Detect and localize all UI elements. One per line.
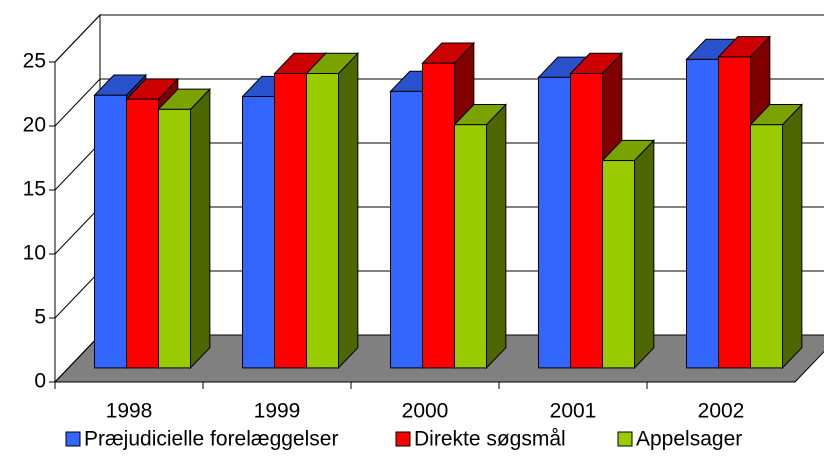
grid-line xyxy=(54,14,824,63)
bar-front xyxy=(242,96,275,369)
bar-side xyxy=(190,87,211,370)
legend-swatch xyxy=(395,431,411,447)
bar-front xyxy=(538,76,571,369)
bar-front xyxy=(570,73,603,369)
y-tick-label: 15 xyxy=(23,178,46,201)
bar-side xyxy=(634,139,655,370)
bar xyxy=(601,139,656,370)
y-tick-label: 10 xyxy=(23,242,46,265)
bar-front xyxy=(602,160,635,369)
bar xyxy=(749,103,804,370)
bar-front xyxy=(306,73,339,369)
y-tick-label: 5 xyxy=(34,306,46,329)
y-tick-label: 25 xyxy=(23,50,46,73)
bar-front xyxy=(390,90,423,369)
x-tick-label: 1999 xyxy=(254,400,301,423)
y-tick-label: 0 xyxy=(34,370,46,393)
side-wall xyxy=(54,13,101,384)
bar-front xyxy=(158,108,191,369)
bar-front xyxy=(126,98,159,369)
bar-side xyxy=(486,103,507,370)
bar-front xyxy=(718,56,751,369)
bar-front xyxy=(422,62,455,369)
legend-swatch xyxy=(617,431,633,447)
bar-front xyxy=(454,124,487,369)
bar-front xyxy=(750,124,783,369)
bar xyxy=(453,103,508,370)
y-tick-label: 20 xyxy=(23,114,46,137)
legend-swatch xyxy=(65,431,81,447)
legend-label: Appelsager xyxy=(636,428,742,451)
x-tick-label: 2002 xyxy=(698,400,745,423)
bar-front xyxy=(274,73,307,369)
x-tick-label: 2000 xyxy=(402,400,449,423)
bar-front xyxy=(94,94,127,369)
bar xyxy=(305,52,360,370)
x-tick-label: 2001 xyxy=(550,400,597,423)
bar-side xyxy=(338,52,359,370)
bar-front xyxy=(686,58,719,369)
bar-side xyxy=(782,103,803,370)
bar xyxy=(157,87,212,370)
x-tick-label: 1998 xyxy=(106,400,153,423)
legend-label: Præjudicielle forelæggelser xyxy=(84,428,338,451)
legend-label: Direkte søgsmål xyxy=(414,428,566,451)
